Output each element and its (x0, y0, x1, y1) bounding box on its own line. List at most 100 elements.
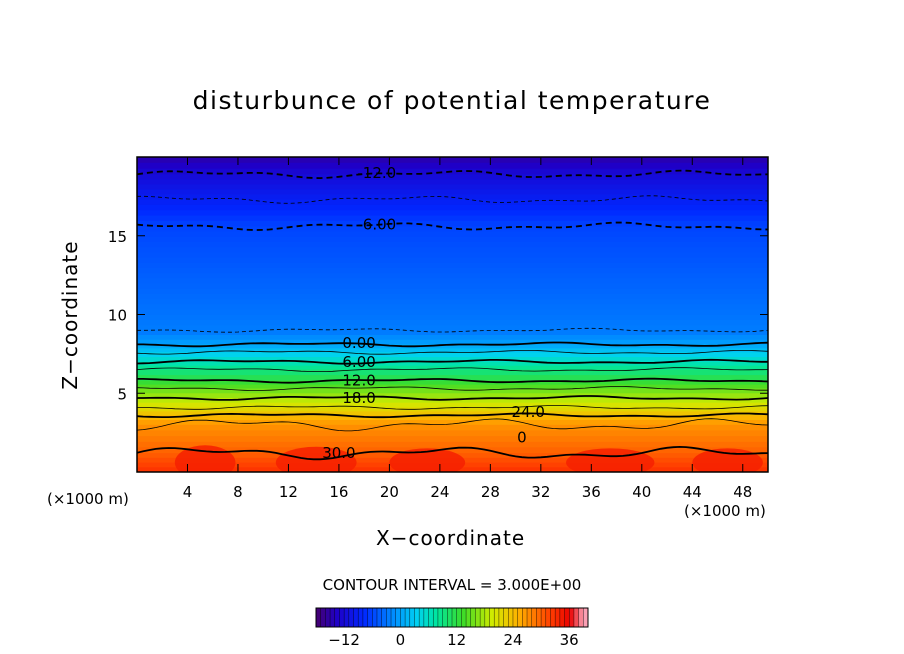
contour-label: -12.0 (357, 164, 396, 182)
contour-line-18 (137, 395, 768, 401)
chart-title: disturbunce of potential temperature (192, 86, 712, 115)
fill-band (137, 226, 768, 233)
colorbar-segment (466, 608, 472, 627)
fill-band (137, 375, 768, 382)
fill-band (137, 352, 768, 358)
colorbar-segment (325, 608, 331, 627)
color-fill-layer (137, 157, 768, 472)
colorbar-segment (522, 608, 528, 627)
fill-band (137, 278, 768, 285)
colorbar-segment (470, 608, 476, 627)
colorbar-segment (334, 608, 340, 627)
x-tick-label: 28 (481, 483, 500, 501)
x-axis-ticks: 4 8 12 16 20 24 28 32 36 40 44 48 (183, 157, 752, 501)
colorbar-segment (564, 608, 570, 627)
colorbar-segment (395, 608, 401, 627)
contour-label: 24.0 (511, 403, 544, 421)
colorbar-segment (573, 608, 580, 627)
colorbar-segment (423, 608, 429, 627)
x-tick-label: 16 (329, 483, 348, 501)
colorbar-segment (475, 608, 481, 627)
colorbar-segment (527, 608, 533, 627)
x-tick-label: 4 (183, 483, 193, 501)
contour-line-9 (137, 367, 768, 372)
colorbar-segment (330, 608, 336, 627)
fill-band (137, 344, 768, 349)
colorbar-segment (536, 608, 542, 627)
x-tick-label: 24 (430, 483, 449, 501)
x-tick-label: 8 (233, 483, 243, 501)
contour-line--12 (137, 169, 768, 180)
colorbar-segment (452, 608, 458, 627)
colorbar: −12 0 12 24 36 (315, 607, 589, 649)
fill-band (137, 174, 768, 180)
fill-band (137, 247, 768, 253)
colorbar-segment (545, 608, 551, 627)
fill-band (137, 420, 768, 426)
contour-label: 6.00 (342, 353, 375, 371)
contour-line-30 (137, 445, 768, 461)
fill-band (137, 330, 768, 336)
colorbar-segment (376, 608, 383, 627)
fill-band (137, 283, 768, 290)
fill-band (137, 407, 768, 412)
x-tick-label: 36 (582, 483, 601, 501)
fill-band (137, 424, 768, 432)
colorbar-segment (456, 608, 462, 627)
colorbar-tick-label: 24 (503, 631, 522, 649)
contour-line-6 (137, 358, 768, 365)
colorbar-tick-label: 12 (447, 631, 466, 649)
fill-band (137, 380, 768, 386)
contour-line-12 (137, 377, 768, 384)
contour-line-21 (137, 405, 768, 410)
fill-band (137, 220, 768, 227)
fill-band (137, 398, 768, 404)
fill-band (137, 393, 768, 399)
colorbar-segment (405, 608, 411, 627)
fill-band (137, 309, 768, 316)
colorbar-segment (437, 608, 444, 627)
colorbar-segment (428, 608, 434, 627)
y-axis-ticks: 5 10 15 (108, 228, 768, 403)
fill-band (137, 257, 768, 264)
contour-line-15 (137, 386, 768, 391)
colorbar-segment (559, 608, 565, 627)
fill-band (137, 168, 768, 175)
colorbar-segment (372, 608, 378, 627)
colorbar-segment (339, 608, 345, 627)
contour-label: 0.00 (342, 334, 375, 352)
fill-band (137, 210, 768, 217)
colorbar-segment (320, 608, 326, 627)
fill-band (137, 231, 768, 238)
colorbar-segment (583, 608, 589, 627)
colorbar-segment (541, 608, 547, 627)
y-tick-label: 10 (108, 307, 127, 325)
colorbar-segment (484, 608, 490, 627)
colorbar-segment (367, 608, 373, 627)
colorbar-segment (386, 608, 392, 627)
colorbar-segment (400, 608, 406, 627)
contour-line-27 (137, 418, 768, 432)
colorbar-segment (353, 608, 359, 627)
colorbar-segment (555, 608, 561, 627)
warm-region (389, 448, 466, 472)
contour-line--6 (137, 221, 768, 231)
contour-line--9 (137, 195, 768, 204)
contour-label: 30.0 (322, 444, 355, 462)
fill-band (137, 339, 768, 345)
fill-band (137, 411, 768, 416)
colorbar-segment (503, 608, 509, 627)
fill-band (137, 402, 768, 408)
contour-label: 0 (517, 428, 527, 446)
colorbar-segment (316, 608, 322, 627)
colorbar-segment (442, 608, 448, 627)
fill-band (137, 236, 768, 243)
fill-band (137, 189, 768, 195)
fill-band (137, 348, 768, 353)
y-tick-label: 15 (108, 228, 127, 246)
colorbar-segment (569, 608, 575, 627)
colorbar-tick-label: −12 (328, 631, 360, 649)
colorbar-segment (391, 608, 397, 627)
fill-band (137, 357, 768, 363)
